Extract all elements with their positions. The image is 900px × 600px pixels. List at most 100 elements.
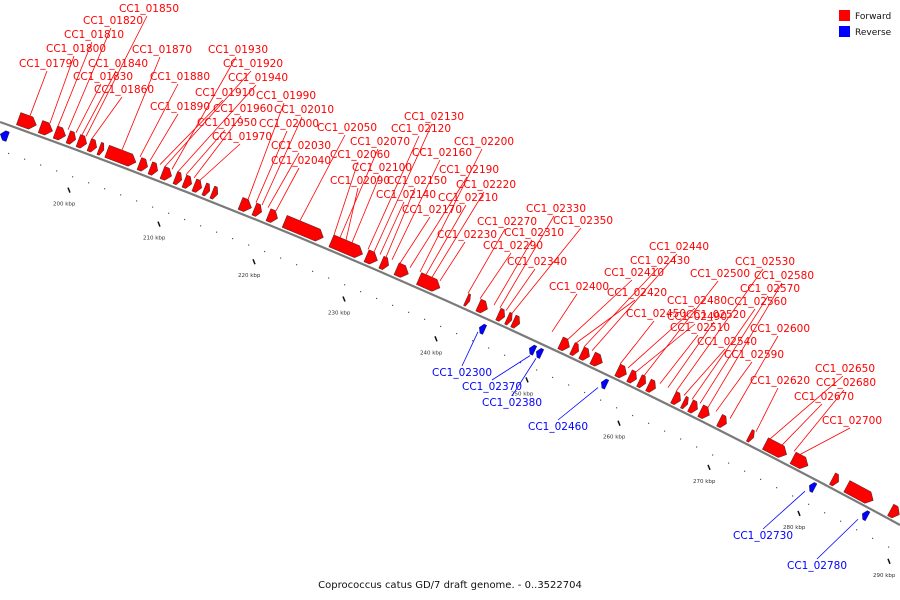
- reverse-gene[interactable]: [0, 129, 10, 142]
- forward-gene-label[interactable]: CC1_02170: [402, 204, 462, 216]
- forward-gene-label[interactable]: CC1_02410: [604, 267, 664, 279]
- forward-gene-label[interactable]: CC1_01850: [119, 3, 179, 15]
- forward-gene-label[interactable]: CC1_02600: [750, 323, 810, 335]
- reverse-gene[interactable]: [477, 323, 488, 335]
- forward-gene-label[interactable]: CC1_01920: [223, 58, 283, 70]
- forward-gene-label[interactable]: CC1_01810: [64, 29, 124, 41]
- forward-gene[interactable]: [645, 378, 659, 394]
- reverse-gene[interactable]: [527, 344, 538, 356]
- forward-gene-label[interactable]: CC1_01800: [46, 43, 106, 55]
- reverse-gene[interactable]: [534, 347, 545, 359]
- forward-gene[interactable]: [159, 166, 174, 182]
- forward-gene[interactable]: [281, 215, 326, 243]
- forward-gene-label[interactable]: CC1_02530: [735, 256, 795, 268]
- forward-gene-label[interactable]: CC1_02190: [439, 164, 499, 176]
- forward-gene[interactable]: [843, 480, 877, 507]
- forward-gene-label[interactable]: CC1_02490: [667, 311, 727, 323]
- forward-gene[interactable]: [393, 262, 411, 280]
- forward-gene-label[interactable]: CC1_02670: [794, 391, 854, 403]
- forward-gene[interactable]: [136, 157, 150, 173]
- forward-gene-label[interactable]: CC1_02510: [670, 322, 730, 334]
- forward-gene[interactable]: [191, 178, 204, 194]
- forward-gene-label[interactable]: CC1_02100: [352, 162, 412, 174]
- forward-gene[interactable]: [416, 272, 442, 294]
- forward-gene-label[interactable]: CC1_01830: [73, 71, 133, 83]
- forward-gene[interactable]: [65, 130, 78, 146]
- forward-gene[interactable]: [75, 134, 89, 149]
- forward-gene[interactable]: [589, 351, 606, 368]
- forward-gene-label[interactable]: CC1_02590: [724, 349, 784, 361]
- forward-gene-label[interactable]: CC1_02210: [438, 192, 498, 204]
- forward-gene-label[interactable]: CC1_02620: [750, 375, 810, 387]
- forward-gene[interactable]: [829, 472, 841, 488]
- forward-gene-label[interactable]: CC1_02130: [404, 111, 464, 123]
- forward-gene[interactable]: [614, 363, 630, 380]
- forward-gene-label[interactable]: CC1_01880: [150, 71, 210, 83]
- forward-gene-label[interactable]: CC1_02570: [740, 283, 800, 295]
- forward-gene-label[interactable]: CC1_02350: [553, 215, 613, 227]
- forward-gene[interactable]: [687, 399, 701, 415]
- forward-gene-label[interactable]: CC1_02060: [330, 149, 390, 161]
- forward-gene[interactable]: [86, 138, 99, 154]
- forward-gene-label[interactable]: CC1_02030: [271, 140, 331, 152]
- forward-gene[interactable]: [697, 404, 713, 421]
- forward-gene-label[interactable]: CC1_02340: [507, 256, 567, 268]
- forward-gene[interactable]: [670, 391, 684, 406]
- forward-gene-label[interactable]: CC1_02440: [649, 241, 709, 253]
- reverse-gene-label[interactable]: CC1_02460: [528, 421, 588, 433]
- forward-gene-label[interactable]: CC1_02120: [391, 123, 451, 135]
- forward-gene[interactable]: [716, 414, 729, 429]
- forward-gene-label[interactable]: CC1_02150: [387, 175, 447, 187]
- forward-gene[interactable]: [172, 171, 184, 186]
- forward-gene-label[interactable]: CC1_01990: [256, 90, 316, 102]
- forward-gene[interactable]: [463, 293, 473, 307]
- forward-gene[interactable]: [378, 255, 392, 271]
- forward-gene[interactable]: [569, 342, 582, 358]
- forward-gene-label[interactable]: CC1_02400: [549, 281, 609, 293]
- forward-gene[interactable]: [887, 503, 900, 520]
- forward-gene-label[interactable]: CC1_02070: [350, 136, 410, 148]
- forward-gene[interactable]: [209, 185, 220, 200]
- forward-gene-label[interactable]: CC1_02430: [630, 255, 690, 267]
- forward-gene[interactable]: [251, 202, 264, 218]
- forward-gene-label[interactable]: CC1_01940: [228, 72, 288, 84]
- reverse-gene-label[interactable]: CC1_02370: [462, 381, 522, 393]
- forward-gene-label[interactable]: CC1_01930: [208, 44, 268, 56]
- reverse-gene-label[interactable]: CC1_02300: [432, 367, 492, 379]
- reverse-gene[interactable]: [860, 509, 871, 522]
- forward-gene-label[interactable]: CC1_01870: [132, 44, 192, 56]
- forward-gene-label[interactable]: CC1_02090: [330, 175, 390, 187]
- forward-gene-label[interactable]: CC1_02650: [815, 363, 875, 375]
- forward-gene[interactable]: [789, 451, 811, 471]
- forward-gene-label[interactable]: CC1_01890: [150, 101, 210, 113]
- forward-gene[interactable]: [328, 234, 365, 260]
- forward-gene-label[interactable]: CC1_01860: [94, 84, 154, 96]
- forward-gene-label[interactable]: CC1_01840: [88, 58, 148, 70]
- forward-gene[interactable]: [680, 395, 690, 410]
- forward-gene-label[interactable]: CC1_02000: [259, 118, 319, 130]
- forward-gene-label[interactable]: CC1_02290: [483, 240, 543, 252]
- forward-gene-label[interactable]: CC1_02310: [504, 227, 564, 239]
- forward-gene[interactable]: [104, 144, 139, 168]
- forward-gene-label[interactable]: CC1_02270: [477, 216, 537, 228]
- forward-gene-label[interactable]: CC1_02480: [667, 295, 727, 307]
- forward-gene-label[interactable]: CC1_02420: [607, 287, 667, 299]
- reverse-gene-label[interactable]: CC1_02730: [733, 530, 793, 542]
- forward-gene-label[interactable]: CC1_02010: [274, 104, 334, 116]
- forward-gene-label[interactable]: CC1_01820: [83, 15, 143, 27]
- forward-gene-label[interactable]: CC1_02500: [690, 268, 750, 280]
- forward-gene-label[interactable]: CC1_02680: [816, 377, 876, 389]
- reverse-gene[interactable]: [599, 378, 610, 390]
- forward-gene[interactable]: [237, 197, 254, 214]
- forward-gene[interactable]: [147, 161, 160, 177]
- forward-gene-label[interactable]: CC1_02520: [686, 309, 746, 321]
- forward-gene-label[interactable]: CC1_02050: [317, 122, 377, 134]
- forward-gene-label[interactable]: CC1_01970: [212, 131, 272, 143]
- forward-gene[interactable]: [265, 208, 280, 225]
- forward-gene[interactable]: [37, 120, 55, 137]
- forward-gene[interactable]: [475, 298, 490, 315]
- forward-gene-label[interactable]: CC1_02200: [454, 136, 514, 148]
- forward-gene[interactable]: [16, 112, 38, 132]
- forward-gene-label[interactable]: CC1_01790: [19, 58, 79, 70]
- forward-gene-label[interactable]: CC1_02700: [822, 415, 882, 427]
